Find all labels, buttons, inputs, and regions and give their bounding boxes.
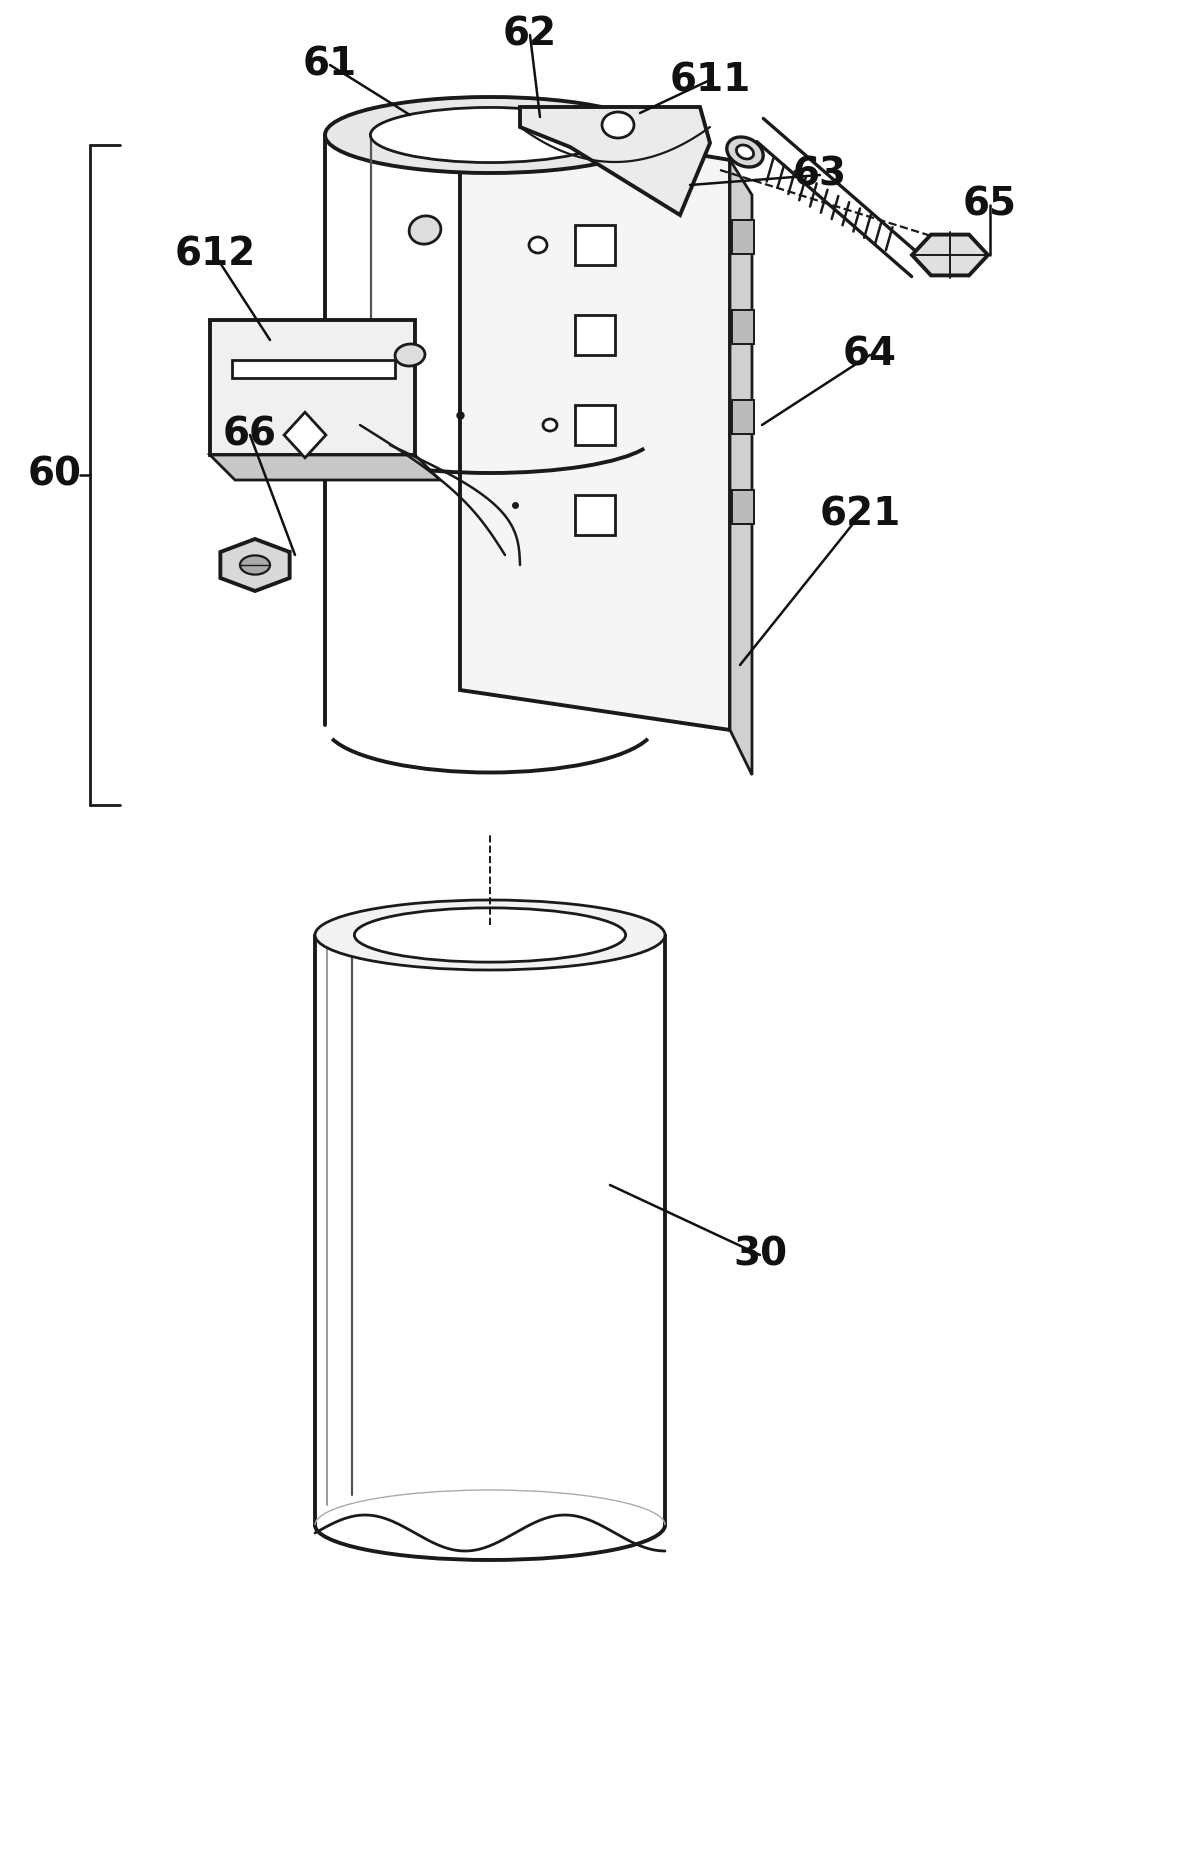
Ellipse shape	[530, 237, 547, 252]
Ellipse shape	[395, 343, 426, 365]
Text: 60: 60	[28, 456, 82, 493]
Text: 65: 65	[963, 186, 1017, 224]
Polygon shape	[732, 490, 754, 523]
Polygon shape	[730, 160, 752, 775]
Text: 62: 62	[502, 17, 557, 54]
Polygon shape	[574, 315, 615, 354]
Text: 63: 63	[793, 156, 847, 195]
Polygon shape	[574, 404, 615, 445]
Polygon shape	[220, 540, 290, 592]
Ellipse shape	[727, 137, 764, 167]
Text: 66: 66	[223, 416, 277, 454]
Polygon shape	[574, 224, 615, 265]
Polygon shape	[732, 401, 754, 434]
Text: 611: 611	[669, 61, 751, 98]
Text: 64: 64	[843, 336, 897, 375]
Ellipse shape	[370, 108, 610, 163]
Text: 61: 61	[303, 46, 357, 83]
Text: 612: 612	[175, 236, 255, 275]
Text: 621: 621	[819, 495, 901, 534]
Polygon shape	[284, 412, 326, 458]
Polygon shape	[574, 495, 615, 534]
Polygon shape	[732, 310, 754, 343]
Ellipse shape	[409, 215, 441, 245]
Polygon shape	[460, 115, 730, 731]
Ellipse shape	[736, 145, 754, 160]
Ellipse shape	[602, 111, 634, 137]
Ellipse shape	[314, 900, 665, 970]
Polygon shape	[732, 221, 754, 254]
Text: 30: 30	[733, 1235, 787, 1274]
Polygon shape	[210, 321, 415, 454]
Polygon shape	[232, 360, 395, 378]
Ellipse shape	[240, 555, 269, 575]
Ellipse shape	[355, 907, 625, 963]
Polygon shape	[210, 454, 440, 480]
Ellipse shape	[325, 96, 655, 173]
Ellipse shape	[543, 419, 557, 430]
Polygon shape	[520, 108, 710, 215]
Polygon shape	[913, 234, 988, 275]
